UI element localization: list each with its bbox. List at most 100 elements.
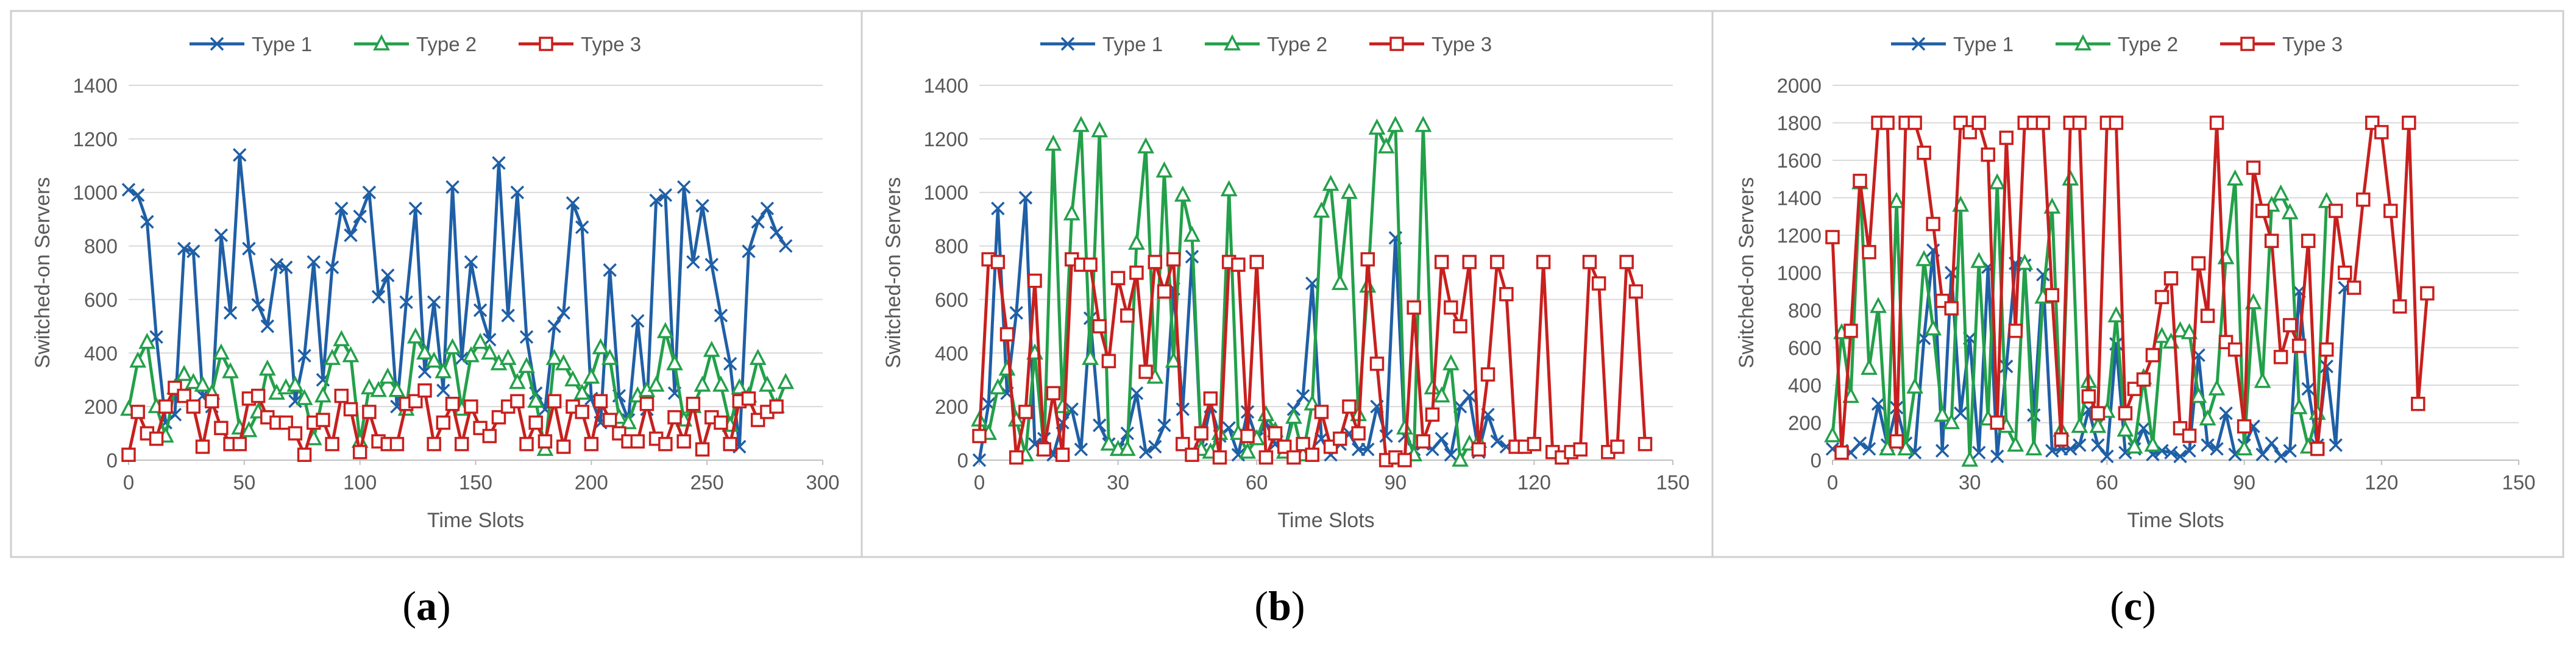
data-point (2073, 438, 2087, 452)
data-point (1268, 426, 1283, 441)
data-point (714, 308, 728, 323)
data-point (584, 436, 599, 452)
data-point (2072, 115, 2087, 130)
data-point (686, 397, 701, 411)
data-point (1342, 399, 1357, 414)
data-point (186, 399, 201, 414)
data-point (297, 447, 312, 462)
data-point (2254, 372, 2271, 388)
data-point (1926, 216, 1940, 232)
data-point (1082, 349, 1099, 365)
subfigure-label-c: (c) (2110, 583, 2156, 629)
data-point (2045, 288, 2060, 303)
legend-marker (2074, 34, 2092, 51)
data-point (2301, 233, 2316, 248)
data-point (2374, 125, 2389, 140)
data-point (1425, 407, 1440, 422)
data-point (2210, 442, 2224, 456)
data-point (1305, 447, 1319, 462)
data-point (1480, 367, 1496, 382)
data-point (2144, 435, 2162, 452)
data-point (2219, 406, 2233, 421)
data-point (1277, 439, 1292, 454)
data-point (2091, 438, 2105, 452)
data-point (242, 241, 256, 256)
data-point (2226, 169, 2244, 186)
data-point (1333, 431, 1347, 446)
data-point (1433, 386, 1450, 403)
data-point (1018, 405, 1033, 419)
data-point (1999, 130, 2014, 145)
data-point (1527, 436, 1542, 452)
data-point (436, 415, 451, 430)
data-point (666, 354, 683, 371)
data-point (1397, 453, 1412, 467)
data-point (723, 357, 737, 371)
data-point (1083, 257, 1098, 272)
y-tick-label: 1400 (1777, 187, 1822, 210)
y-tick-label: 800 (1788, 299, 1822, 322)
data-point (1046, 386, 1061, 400)
data-point (2025, 439, 2043, 456)
data-point (583, 367, 600, 384)
data-point (1185, 447, 1199, 462)
data-point (2171, 321, 2189, 338)
data-point (251, 297, 265, 312)
data-point (288, 394, 302, 408)
data-point (2153, 327, 2171, 343)
data-point (1499, 286, 1514, 302)
y-tick-label: 1000 (1777, 262, 1822, 285)
data-point (2054, 432, 2069, 447)
y-tick-label: 1400 (924, 74, 968, 97)
data-point (1880, 115, 1895, 130)
data-point (2246, 160, 2261, 176)
data-point (1990, 449, 2004, 464)
data-point (1165, 351, 1182, 368)
data-point (510, 185, 525, 199)
data-point (2356, 192, 2371, 207)
data-point (2145, 348, 2160, 363)
x-tick-label: 0 (974, 471, 985, 494)
data-point (380, 268, 395, 283)
data-point (1286, 450, 1301, 465)
data-point (1368, 118, 1386, 135)
data-point (2402, 115, 2416, 130)
y-tick-label: 1200 (73, 128, 118, 151)
data-point (2281, 203, 2299, 219)
data-point (2235, 439, 2253, 456)
data-point (989, 378, 1007, 395)
data-point (482, 428, 497, 444)
data-point (353, 210, 367, 224)
data-point (2109, 115, 2124, 130)
data-point (1377, 137, 1395, 154)
data-point (1889, 434, 1904, 449)
legend-item-2: Type 2 (2056, 33, 2178, 55)
data-point (1285, 407, 1302, 424)
data-point (269, 258, 284, 272)
data-point (2255, 204, 2270, 218)
data-point (695, 199, 709, 213)
data-point (1091, 121, 1109, 138)
data-point (1100, 434, 1118, 451)
data-point (1220, 180, 1238, 197)
data-point (352, 445, 367, 460)
data-point (2420, 286, 2435, 301)
data-point (1027, 273, 1042, 288)
data-point (1853, 174, 1867, 188)
data-point (760, 201, 775, 216)
data-point (1258, 450, 1274, 465)
data-point (325, 260, 339, 274)
data-point (333, 330, 350, 347)
data-point (1360, 252, 1375, 267)
data-point (399, 295, 413, 310)
data-point (425, 351, 443, 368)
data-point (1953, 406, 1968, 421)
data-point (258, 359, 276, 376)
data-point (427, 436, 441, 452)
data-point (1435, 431, 1449, 446)
data-point (2347, 280, 2361, 295)
x-tick-label: 60 (1246, 471, 1268, 494)
legend-marker (1060, 37, 1075, 51)
data-point (1222, 421, 1236, 435)
data-point (686, 255, 700, 269)
